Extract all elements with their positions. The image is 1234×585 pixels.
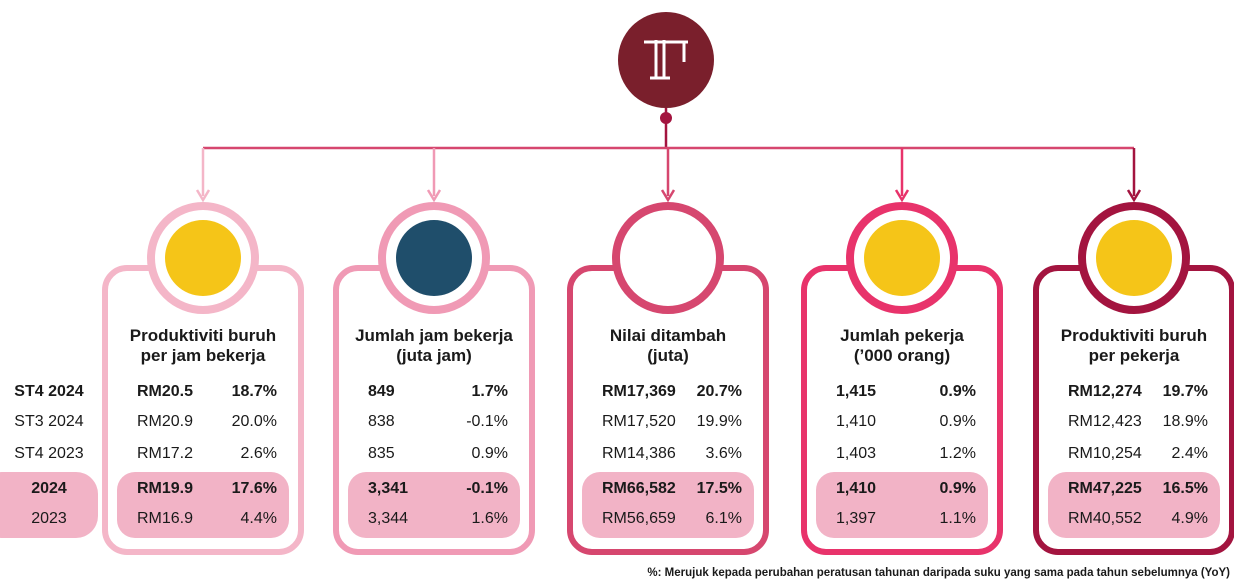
- percent: 18.7%: [231, 383, 277, 400]
- percent: 2.6%: [240, 445, 277, 462]
- value: 1,415: [836, 383, 877, 400]
- row-label: 2023: [31, 510, 67, 527]
- percent: -0.1%: [466, 480, 508, 497]
- value: RM20.9: [137, 413, 194, 430]
- top-icon: [618, 12, 714, 108]
- annual-highlight: [1048, 472, 1220, 538]
- card-title: Produktiviti buruh: [1060, 326, 1208, 345]
- card-title: Nilai ditambah: [609, 326, 727, 345]
- percent: 0.9%: [939, 413, 976, 430]
- annual-highlight: [348, 472, 520, 538]
- value: RM19.9: [137, 480, 194, 497]
- percent: 2.4%: [1171, 445, 1208, 462]
- percent: 20.7%: [696, 383, 742, 400]
- annual-highlight: [582, 472, 754, 538]
- percent: 0.9%: [471, 445, 508, 462]
- value: RM17,520: [602, 413, 676, 430]
- card-title: Jumlah pekerja: [840, 326, 964, 345]
- card-title: per pekerja: [1088, 346, 1180, 365]
- percent: 4.9%: [1171, 510, 1208, 527]
- value: 1,410: [836, 413, 877, 430]
- percent: 19.7%: [1162, 383, 1208, 400]
- value: 838: [368, 413, 395, 430]
- percent: 0.9%: [939, 480, 976, 497]
- value: RM10,254: [1068, 445, 1142, 462]
- annual-highlight: [0, 472, 98, 538]
- value: 3,341: [368, 480, 409, 497]
- value: RM12,423: [1068, 413, 1142, 430]
- icon: [864, 220, 940, 296]
- arrow-head: [1126, 189, 1142, 203]
- value: RM56,659: [602, 510, 676, 527]
- percent: 3.6%: [705, 445, 742, 462]
- card-title: (’000 orang): [853, 346, 951, 365]
- value: 1,397: [836, 510, 877, 527]
- crane-icon: [644, 40, 688, 80]
- annual-highlight: [117, 472, 289, 538]
- value: RM17,369: [602, 383, 676, 400]
- value: 1,410: [836, 480, 877, 497]
- percent: 16.5%: [1162, 480, 1208, 497]
- card-title: per jam bekerja: [140, 346, 266, 365]
- percent: 1.1%: [939, 510, 976, 527]
- card-title: Jumlah jam bekerja: [355, 326, 513, 345]
- row-label: 2024: [31, 480, 67, 497]
- percent: 19.9%: [696, 413, 742, 430]
- arrow-head: [426, 189, 442, 203]
- footnote: %: Merujuk kepada perubahan peratusan ta…: [647, 567, 1230, 579]
- value: 849: [368, 383, 395, 400]
- value: RM12,274: [1068, 383, 1142, 400]
- value: RM40,552: [1068, 510, 1142, 527]
- value: RM14,386: [602, 445, 676, 462]
- percent: 6.1%: [705, 510, 742, 527]
- arrow-head: [894, 189, 910, 203]
- percent: -0.1%: [466, 413, 508, 430]
- value: 1,403: [836, 445, 877, 462]
- value: 835: [368, 445, 395, 462]
- card-title: (juta jam): [396, 346, 472, 365]
- value: RM47,225: [1068, 480, 1142, 497]
- row-label: ST4 2023: [14, 445, 84, 462]
- icon: [165, 220, 241, 296]
- icon: [396, 220, 472, 296]
- row-label: ST4 2024: [14, 383, 84, 400]
- percent: 18.9%: [1162, 413, 1208, 430]
- percent: 4.4%: [240, 510, 277, 527]
- icon: [630, 220, 706, 296]
- percent: 20.0%: [231, 413, 277, 430]
- value: 3,344: [368, 510, 409, 527]
- value: RM66,582: [602, 480, 676, 497]
- annual-highlight: [816, 472, 988, 538]
- arrow-head: [660, 189, 676, 203]
- percent: 1.6%: [471, 510, 508, 527]
- icon: [1096, 220, 1172, 296]
- percent: 1.2%: [939, 445, 976, 462]
- value: RM17.2: [137, 445, 194, 462]
- percent: 17.6%: [231, 480, 277, 497]
- connector-dot: [660, 112, 672, 124]
- arrow-head: [195, 189, 211, 203]
- value: RM20.5: [137, 383, 194, 400]
- percent: 17.5%: [696, 480, 742, 497]
- value: RM16.9: [137, 510, 194, 527]
- percent: 1.7%: [471, 383, 508, 400]
- row-label: ST3 2024: [14, 413, 84, 430]
- card-title: (juta): [647, 346, 689, 365]
- card-title: Produktiviti buruh: [129, 326, 277, 345]
- percent: 0.9%: [939, 383, 976, 400]
